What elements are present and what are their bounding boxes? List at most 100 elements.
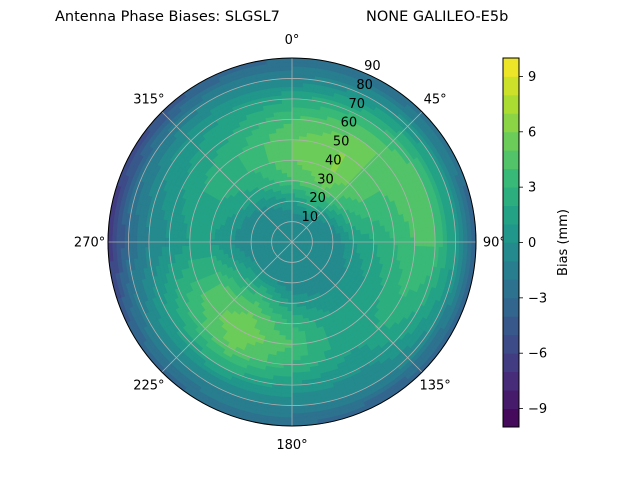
contour-cell [291,119,301,125]
contour-cell [348,235,354,241]
colorbar-level [503,334,519,354]
contour-cell [295,290,300,296]
contour-cell [328,237,334,242]
radial-tick-label: 90 [364,59,381,74]
contour-cell [291,286,296,292]
contour-cell [283,359,293,365]
colorbar-level [503,224,519,243]
contour-cell [284,188,289,194]
contour-cell [291,380,303,386]
colorbar-level [503,168,519,188]
contour-cell [360,233,366,240]
contour-cell [340,236,346,241]
contour-cell [280,86,293,92]
contour-cell [230,235,236,241]
radial-tick-label: 60 [341,116,358,131]
contour-cell [285,151,293,157]
contour-cell [291,315,298,320]
contour-cell [364,233,370,240]
angular-tick-label: 225° [133,379,164,394]
colorbar-tick-label: 9 [528,70,536,85]
contour-cell [287,188,293,194]
contour-cell [291,151,299,157]
contour-cell [280,392,293,398]
contour-cell [284,339,293,345]
contour-cell [291,351,301,357]
contour-cell [291,376,303,382]
contour-cell [291,65,305,71]
contour-cell [291,355,301,361]
colorbar-level [503,371,519,391]
contour-cell [291,282,296,288]
contour-cell [291,176,297,182]
contour-cell [287,184,293,190]
contour-cell [291,110,302,116]
contour-cell [291,339,300,345]
contour-cell [279,65,293,71]
contour-cell [291,368,302,374]
contour-cell [291,388,303,394]
contour-cell [222,243,228,250]
contour-cell [286,306,293,312]
contour-cell [283,127,293,133]
contour-cell [291,123,301,129]
contour-cell [291,90,303,96]
contour-cell [291,164,298,169]
angular-tick-label: 90° [483,236,506,251]
contour-cell [286,311,293,316]
contour-cell [332,236,338,241]
contour-cell [291,139,300,145]
contour-cell [287,302,293,308]
colorbar-level [503,390,519,409]
contour-cell [283,184,289,190]
contour-cell [287,294,293,300]
angular-tick-label: 135° [419,379,450,394]
contour-cell [287,298,293,304]
colorbar-tick-label: 6 [528,125,536,140]
radial-tick-label: 20 [309,191,326,206]
contour-cell [291,306,298,312]
contour-cell [281,376,293,382]
contour-cell [286,168,293,173]
contour-cell [344,235,350,241]
contour-cell [291,61,305,67]
contour-cell [291,298,297,304]
contour-cell [283,351,293,357]
contour-cell [283,119,293,125]
contour-cell [281,90,293,96]
colorbar-level [503,297,519,317]
contour-cell [285,319,293,325]
contour-cell [280,396,293,402]
colorbar-level [503,242,519,262]
contour-cell [291,131,301,137]
colorbar-level [503,150,519,170]
contour-cell [201,232,207,240]
contour-cell [218,233,224,240]
contour-cell [291,69,305,76]
contour-cell [288,196,293,202]
angular-tick-label: 315° [133,92,164,107]
contour-cell [356,243,362,250]
contour-cell [291,86,304,92]
contour-cell [291,327,299,333]
contour-cell [291,159,299,165]
contour-cell [201,244,207,252]
contour-cell [286,172,293,178]
contour-cell [285,147,293,153]
contour-cell [282,368,293,374]
contour-cell [214,244,220,251]
contour-cell [283,355,293,361]
contour-cell [348,243,354,249]
contour-cell [294,286,300,292]
colorbar-level [503,187,519,206]
contour-cell [291,294,297,300]
contour-cell [291,102,303,108]
contour-cell [291,331,299,337]
contour-cell [291,184,297,190]
contour-cell [291,372,302,378]
contour-cell [288,192,293,198]
contour-cell [281,102,293,108]
polar-grid [107,57,477,427]
contour-cell [291,143,300,149]
contour-cell [291,172,298,178]
